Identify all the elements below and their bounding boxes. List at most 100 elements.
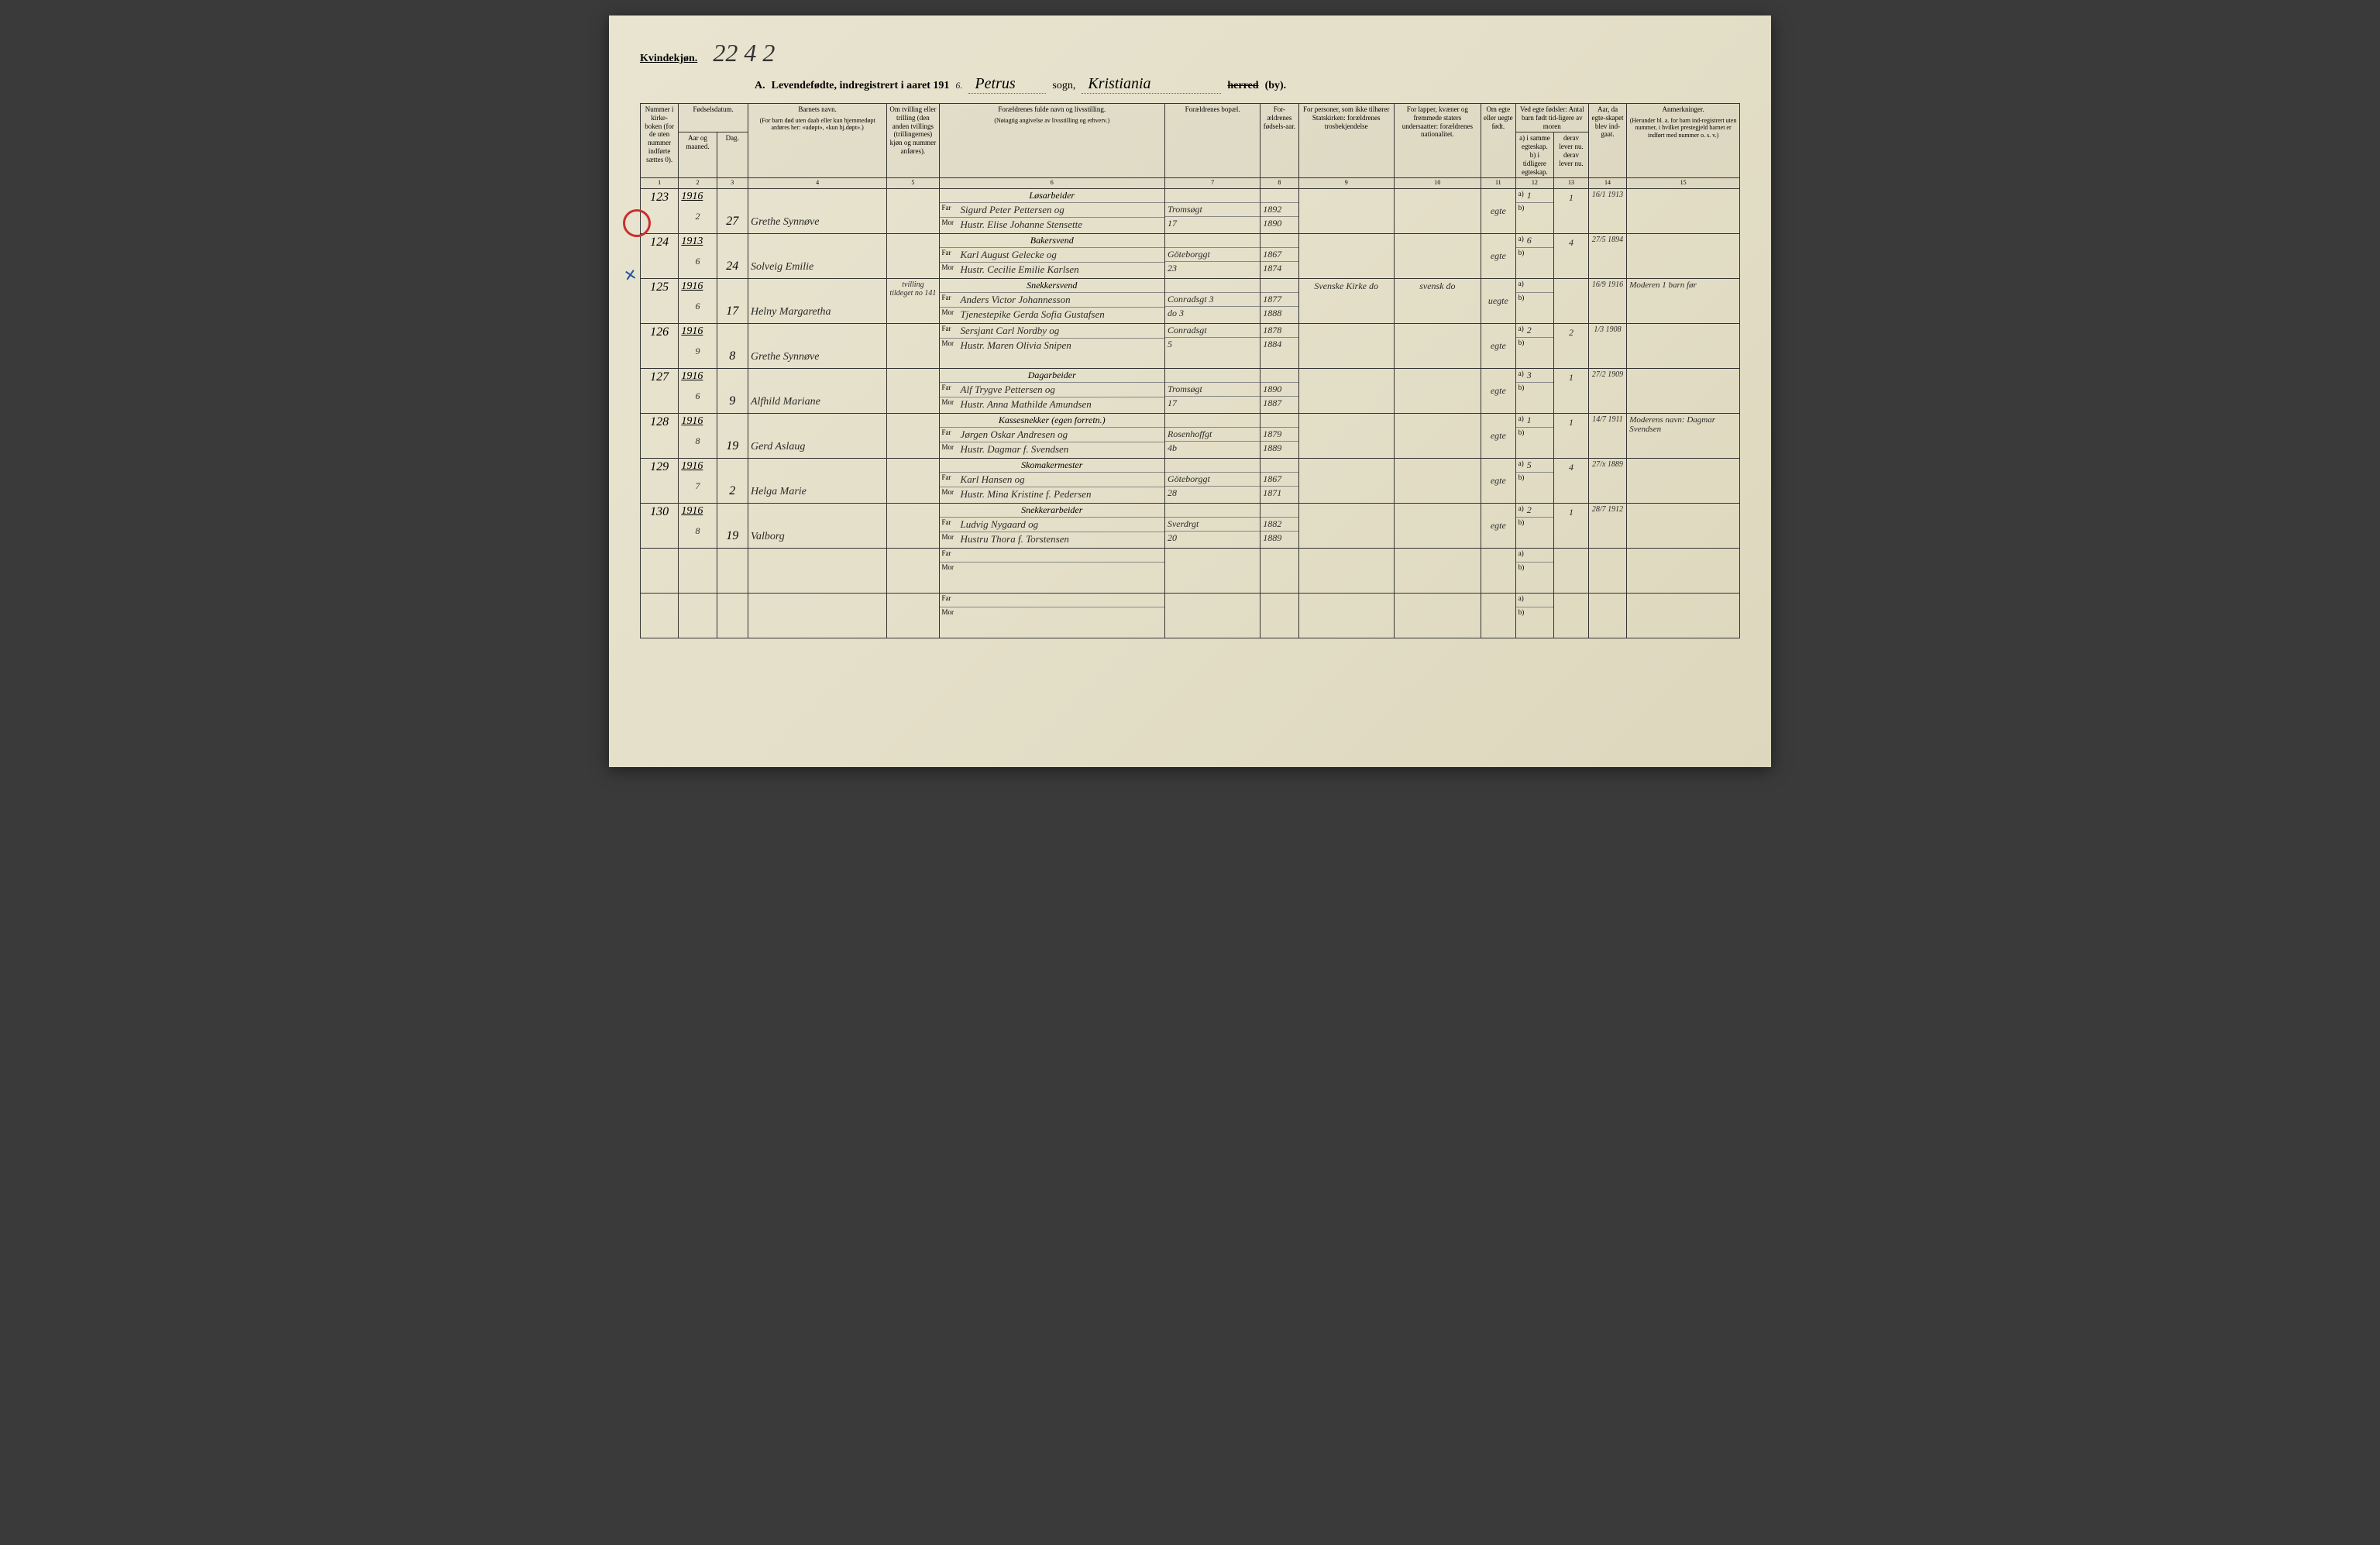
colnum: 3 xyxy=(717,178,748,189)
legitimacy: egte xyxy=(1481,324,1515,369)
prior-children-living: 1 xyxy=(1554,504,1589,549)
col-header-11: Om egte eller uegte født. xyxy=(1481,104,1515,178)
row-number: 125 xyxy=(641,279,679,324)
remarks xyxy=(1627,504,1740,549)
table-row: 125 1916 6 17 Helny Margaretha tvilling … xyxy=(641,279,1740,324)
year-month: 1916 7 xyxy=(679,459,717,504)
col-header-12: Ved egte fødsler: Antal barn født tid-li… xyxy=(1515,104,1588,132)
day: 19 xyxy=(717,504,748,549)
year-month: 1916 6 xyxy=(679,369,717,414)
prior-children-a: a)2 b) xyxy=(1515,504,1553,549)
day: 27 xyxy=(717,189,748,234)
legitimacy: egte xyxy=(1481,504,1515,549)
row-number: 128 xyxy=(641,414,679,459)
col-header-2a: Aar og maaned. xyxy=(679,132,717,178)
birth-years: 1890 1887 xyxy=(1261,369,1298,414)
residence: Tromsøgt 17 xyxy=(1164,369,1260,414)
twin xyxy=(887,234,939,279)
section-letter: A. xyxy=(755,80,765,92)
legitimacy: egte xyxy=(1481,459,1515,504)
child-name: Grethe Synnøve xyxy=(748,189,886,234)
nationality xyxy=(1394,504,1481,549)
marriage-year: 28/7 1912 xyxy=(1588,504,1626,549)
header-row: Kvindekjøn. 22 4 2 xyxy=(640,39,1740,67)
legitimacy: uegte xyxy=(1481,279,1515,324)
title-text: Levendefødte, indregistrert i aaret 191 xyxy=(772,80,950,92)
blue-x-mark: × xyxy=(622,263,638,289)
parents: Kassesnekker (egen forretn.) FarJørgen O… xyxy=(939,414,1164,459)
residence: Rosenhoffgt 4b xyxy=(1164,414,1260,459)
twin xyxy=(887,189,939,234)
residence: Conradsgt 5 xyxy=(1164,324,1260,369)
residence: Göteborggt 28 xyxy=(1164,459,1260,504)
child-name: Solveig Emilie xyxy=(748,234,886,279)
birth-years: 1892 1890 xyxy=(1261,189,1298,234)
marriage-year: 16/1 1913 xyxy=(1588,189,1626,234)
residence: Sverdrgt 20 xyxy=(1164,504,1260,549)
remarks: Moderens navn: Dagmar Svendsen xyxy=(1627,414,1740,459)
prior-children-a: a)1 b) xyxy=(1515,414,1553,459)
colnum: 13 xyxy=(1554,178,1589,189)
birth-years: 1867 1874 xyxy=(1261,234,1298,279)
red-circle-mark xyxy=(623,209,651,237)
colnum: 9 xyxy=(1298,178,1394,189)
colnum: 11 xyxy=(1481,178,1515,189)
twin xyxy=(887,414,939,459)
col-header-2-group: Fødselsdatum. xyxy=(679,104,748,132)
nationality xyxy=(1394,234,1481,279)
table-row-empty: Far Mor a) b) xyxy=(641,594,1740,638)
table-row: 130 1916 8 19 Valborg Snekkerarbeider Fa… xyxy=(641,504,1740,549)
col-header-2b: Dag. xyxy=(717,132,748,178)
birth-years: 1879 1889 xyxy=(1261,414,1298,459)
nationality: svensk do xyxy=(1394,279,1481,324)
prior-children-living: 1 xyxy=(1554,189,1589,234)
col-header-14: Anmerkninger. (Herunder bl. a. for barn … xyxy=(1627,104,1740,178)
prior-children-living xyxy=(1554,279,1589,324)
col-header-12a: a) i samme egteskap. b) i tidligere egte… xyxy=(1515,132,1553,178)
parents: Snekkerarbeider FarLudvig Nygaard og Mor… xyxy=(939,504,1164,549)
child-name: Gerd Aslaug xyxy=(748,414,886,459)
by-label: (by). xyxy=(1265,80,1287,92)
religion: Svenske Kirke do xyxy=(1298,279,1394,324)
remarks xyxy=(1627,369,1740,414)
day: 8 xyxy=(717,324,748,369)
colnum: 10 xyxy=(1394,178,1481,189)
child-name: Helga Marie xyxy=(748,459,886,504)
colnum: 1 xyxy=(641,178,679,189)
colnum: 2 xyxy=(679,178,717,189)
marriage-year: 27/5 1894 xyxy=(1588,234,1626,279)
year-month: 1916 8 xyxy=(679,414,717,459)
column-numbers-row: 1 2 3 4 5 6 7 8 9 10 11 12 13 14 15 xyxy=(641,178,1740,189)
col4-title: Barnets navn. xyxy=(751,105,884,114)
table-row: 123 1916 2 27 Grethe Synnøve Løsarbeider… xyxy=(641,189,1740,234)
remarks xyxy=(1627,324,1740,369)
ledger-page: × Kvindekjøn. 22 4 2 A. Levendefødte, in… xyxy=(609,15,1771,767)
legitimacy: egte xyxy=(1481,189,1515,234)
row-number: 129 xyxy=(641,459,679,504)
nationality xyxy=(1394,189,1481,234)
parents: Løsarbeider FarSigurd Peter Pettersen og… xyxy=(939,189,1164,234)
nationality xyxy=(1394,324,1481,369)
parents: Snekkersvend FarAnders Victor Johannesso… xyxy=(939,279,1164,324)
legitimacy: egte xyxy=(1481,234,1515,279)
parents: Dagarbeider FarAlf Trygve Pettersen og M… xyxy=(939,369,1164,414)
row-number: 130 xyxy=(641,504,679,549)
gender-label: Kvindekjøn. xyxy=(640,53,697,65)
col-header-1: Nummer i kirke-boken (for de uten nummer… xyxy=(641,104,679,178)
twin: tvilling tildeget no 141 xyxy=(887,279,939,324)
col6-title: Forældrenes fulde navn og livsstilling. xyxy=(942,105,1162,114)
colnum: 15 xyxy=(1627,178,1740,189)
table-row-empty: Far Mor a) b) xyxy=(641,549,1740,594)
col-header-13: Aar, da egte-skapet blev ind-gaat. xyxy=(1588,104,1626,178)
marriage-year: 16/9 1916 xyxy=(1588,279,1626,324)
year-month: 1916 9 xyxy=(679,324,717,369)
parents: Bakersvend FarKarl August Gelecke og Mor… xyxy=(939,234,1164,279)
table-header: Nummer i kirke-boken (for de uten nummer… xyxy=(641,104,1740,189)
col-header-4: Barnets navn. (For barn død uten daab el… xyxy=(748,104,886,178)
colnum: 5 xyxy=(887,178,939,189)
prior-children-a: a)2 b) xyxy=(1515,324,1553,369)
day: 19 xyxy=(717,414,748,459)
colnum: 7 xyxy=(1164,178,1260,189)
col-header-7: Forældrenes bopæl. xyxy=(1164,104,1260,178)
religion xyxy=(1298,369,1394,414)
